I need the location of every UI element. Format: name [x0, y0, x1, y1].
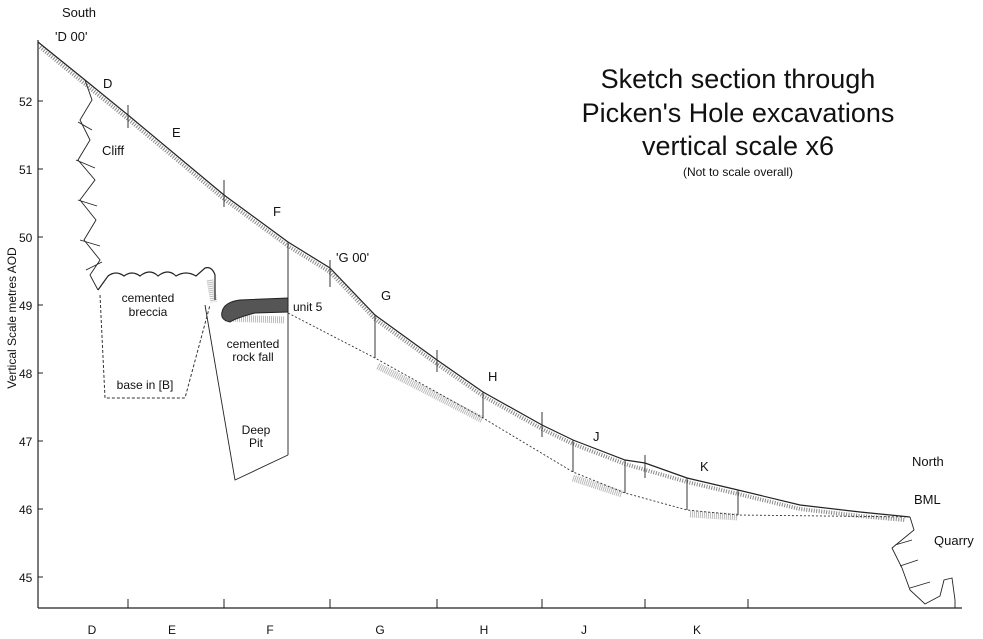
- cliff-label: Cliff: [102, 143, 125, 158]
- title-line: vertical scale x6: [642, 131, 834, 161]
- south-label: South: [62, 5, 96, 20]
- unit-5: [222, 298, 288, 322]
- unit5-label: unit 5: [293, 300, 323, 314]
- y-ticks: 45 46 47 48 49 50 51 52: [19, 95, 43, 585]
- y-tick-label: 45: [19, 571, 33, 585]
- section-lines: [288, 242, 738, 515]
- axis-label: Vertical Scale metres AOD: [5, 247, 19, 389]
- y-tick-label: 46: [19, 503, 33, 517]
- section-diagram: D E F G H J K 45 46 47 48 49 50 51 52 Vertical Scale …: [0, 0, 983, 639]
- section-label: E: [168, 623, 176, 637]
- subtitle: (Not to scale overall): [683, 165, 793, 179]
- point-label: K: [700, 459, 709, 474]
- rockfall-label: cemented: [227, 337, 280, 351]
- section-label: D: [88, 623, 97, 637]
- title-line: Picken's Hole excavations: [582, 98, 895, 128]
- section-label: H: [480, 623, 489, 637]
- quarry-face: [892, 517, 955, 608]
- point-label: F: [273, 204, 281, 219]
- section-label: G: [375, 623, 384, 637]
- point-label: D: [103, 76, 112, 91]
- d00-label: 'D 00': [55, 29, 87, 44]
- point-label: H: [488, 369, 497, 384]
- section-label: J: [581, 623, 587, 637]
- y-tick-label: 51: [19, 163, 33, 177]
- bml-label: BML: [914, 492, 941, 507]
- quarry-label: Quarry: [934, 533, 974, 548]
- breccia-label: breccia: [129, 305, 168, 319]
- rockfall-label: rock fall: [232, 350, 273, 364]
- breccia-label: cemented: [122, 291, 175, 305]
- point-label: E: [172, 125, 181, 140]
- pit-label: Pit: [249, 436, 264, 450]
- g00-label: 'G 00': [336, 250, 369, 265]
- cliff-face: [76, 80, 102, 290]
- base-label: base in [B]: [117, 378, 174, 392]
- deep-pit: [205, 305, 288, 480]
- title-line: Sketch section through: [601, 64, 876, 94]
- base-line: [288, 313, 910, 517]
- section-label: F: [266, 623, 273, 637]
- section-label: K: [693, 623, 701, 637]
- north-label: North: [912, 454, 944, 469]
- y-tick-label: 48: [19, 367, 33, 381]
- y-tick-label: 49: [19, 299, 33, 313]
- y-tick-label: 47: [19, 435, 33, 449]
- point-label: G: [381, 288, 391, 303]
- deposit-shading: [210, 280, 738, 517]
- point-label: J: [593, 429, 600, 444]
- y-tick-label: 52: [19, 95, 33, 109]
- y-tick-label: 50: [19, 231, 33, 245]
- pit-label: Deep: [242, 423, 271, 437]
